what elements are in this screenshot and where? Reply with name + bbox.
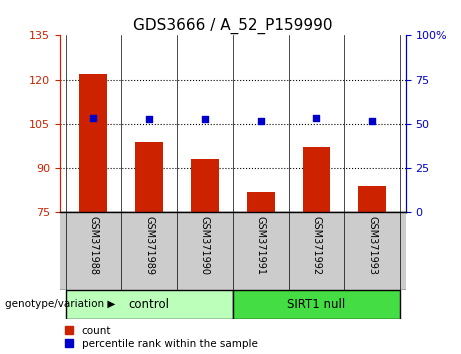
Text: GSM371988: GSM371988 <box>89 216 98 275</box>
Point <box>146 116 153 122</box>
Text: GSM371993: GSM371993 <box>367 216 377 275</box>
Bar <box>65 290 233 319</box>
Bar <box>191 159 219 212</box>
Text: genotype/variation ▶: genotype/variation ▶ <box>5 299 115 309</box>
Text: GSM371992: GSM371992 <box>312 216 321 275</box>
Bar <box>233 290 400 319</box>
Bar <box>135 142 163 212</box>
Title: GDS3666 / A_52_P159990: GDS3666 / A_52_P159990 <box>133 18 332 34</box>
Bar <box>302 148 331 212</box>
Text: GSM371989: GSM371989 <box>144 216 154 275</box>
Bar <box>358 186 386 212</box>
Bar <box>79 74 107 212</box>
Point <box>201 116 209 122</box>
Text: control: control <box>129 298 170 311</box>
Text: SIRT1 null: SIRT1 null <box>287 298 346 311</box>
Point <box>90 115 97 121</box>
Bar <box>247 192 275 212</box>
Text: GSM371991: GSM371991 <box>256 216 266 275</box>
Point <box>368 118 376 124</box>
Legend: count, percentile rank within the sample: count, percentile rank within the sample <box>65 326 258 349</box>
Point <box>313 115 320 121</box>
Text: GSM371990: GSM371990 <box>200 216 210 275</box>
Point <box>257 118 264 124</box>
